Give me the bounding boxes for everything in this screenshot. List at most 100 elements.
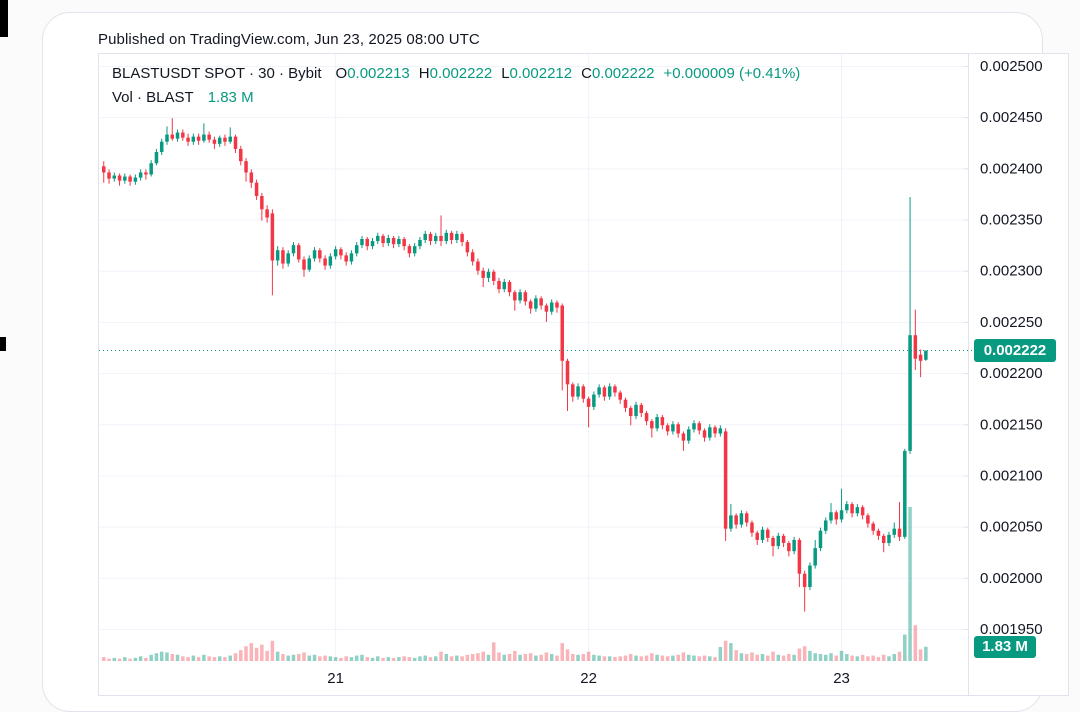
candle — [855, 504, 860, 517]
volume-bar — [613, 657, 617, 661]
candle — [871, 521, 875, 535]
volume-bar — [887, 656, 891, 661]
candle — [523, 290, 528, 306]
volume-bar — [260, 644, 264, 661]
ohlc-close: C0.002222 — [581, 65, 655, 82]
volume-bar — [913, 625, 918, 661]
price-tick-label: 0.002300 — [980, 263, 1043, 280]
candle — [102, 161, 106, 183]
price-tick-label: 0.002150 — [980, 416, 1043, 433]
candle — [133, 174, 138, 185]
volume-bar — [460, 656, 464, 661]
candle — [260, 192, 264, 221]
volume-bar — [650, 653, 654, 661]
candles-layer — [102, 118, 928, 612]
price-tick-label: 0.002250 — [980, 314, 1043, 331]
ohlc-low: L0.002212 — [501, 65, 573, 82]
candle — [713, 425, 717, 438]
volume-bar — [818, 653, 823, 661]
volume-bar — [565, 649, 570, 661]
volume-bar — [333, 657, 338, 661]
candle — [565, 358, 570, 411]
candle — [571, 382, 575, 402]
volume-bar — [718, 646, 723, 661]
volume-bar — [892, 653, 896, 661]
candle — [391, 235, 396, 249]
volume-bar — [534, 655, 538, 661]
candle — [507, 279, 512, 297]
candle — [428, 231, 433, 246]
volume-bar — [423, 655, 427, 661]
candle — [750, 520, 754, 537]
volume-bar — [391, 657, 396, 661]
price-tick-label: 0.002350 — [980, 212, 1043, 229]
volume-bar — [924, 646, 928, 661]
volume-bar — [149, 654, 153, 661]
candle — [307, 255, 312, 272]
volume-bar — [513, 650, 517, 661]
candle — [755, 530, 759, 546]
volume-bar — [286, 655, 290, 661]
volume-bar — [576, 654, 580, 661]
volume-bar — [270, 640, 275, 661]
volume-bar — [766, 655, 770, 661]
candle — [144, 169, 148, 180]
candle — [813, 539, 817, 569]
volume-bar — [497, 652, 501, 661]
volume-bar — [528, 653, 533, 661]
volume-bar — [544, 652, 549, 661]
candle — [797, 537, 802, 588]
candle — [686, 426, 691, 444]
volume-bar — [792, 654, 796, 661]
candle — [275, 246, 280, 266]
volume-bar — [676, 654, 680, 661]
volume-bar — [671, 655, 675, 661]
candle — [423, 230, 427, 244]
volume-bar — [207, 656, 211, 661]
volume-bar — [223, 657, 227, 661]
volume-bar — [897, 651, 902, 661]
candle — [354, 242, 359, 257]
volume-bar — [549, 653, 554, 661]
candle — [397, 235, 401, 248]
volume-bar — [629, 653, 633, 661]
volume-bar — [597, 655, 601, 661]
volume-bar — [850, 655, 854, 661]
volume-bar — [502, 654, 507, 661]
candle — [107, 169, 111, 184]
candle — [766, 527, 770, 542]
volume-bar — [328, 656, 333, 661]
volume-bar — [523, 653, 528, 661]
candle — [296, 243, 301, 263]
volume-bar — [908, 506, 912, 661]
candle — [644, 410, 649, 426]
volume-bar — [349, 657, 354, 661]
volume-bar — [481, 651, 485, 661]
volume-bar — [402, 656, 406, 661]
candle — [834, 510, 839, 525]
volume-bar — [117, 658, 122, 661]
volume-bar — [112, 657, 117, 661]
volume-bar — [744, 653, 749, 661]
candle — [286, 250, 290, 267]
volume-bar — [739, 653, 744, 661]
volume-bar — [581, 653, 586, 661]
candle — [481, 267, 485, 288]
volume-bar — [771, 651, 775, 661]
candle — [312, 247, 317, 262]
volume-bar — [776, 654, 781, 661]
candle — [191, 133, 196, 145]
candle — [434, 232, 438, 245]
candle — [360, 235, 364, 249]
candle — [808, 562, 812, 591]
candle — [344, 252, 348, 266]
volume-bar — [275, 651, 280, 661]
candle — [676, 422, 680, 438]
candle — [165, 126, 169, 145]
price-tick-label: 0.002100 — [980, 467, 1043, 484]
volume-bar — [312, 654, 317, 661]
volume-bar — [318, 656, 322, 661]
price-tick-label: 0.001950 — [980, 621, 1043, 638]
volume-bar — [107, 658, 111, 661]
volume-bar — [860, 654, 865, 661]
